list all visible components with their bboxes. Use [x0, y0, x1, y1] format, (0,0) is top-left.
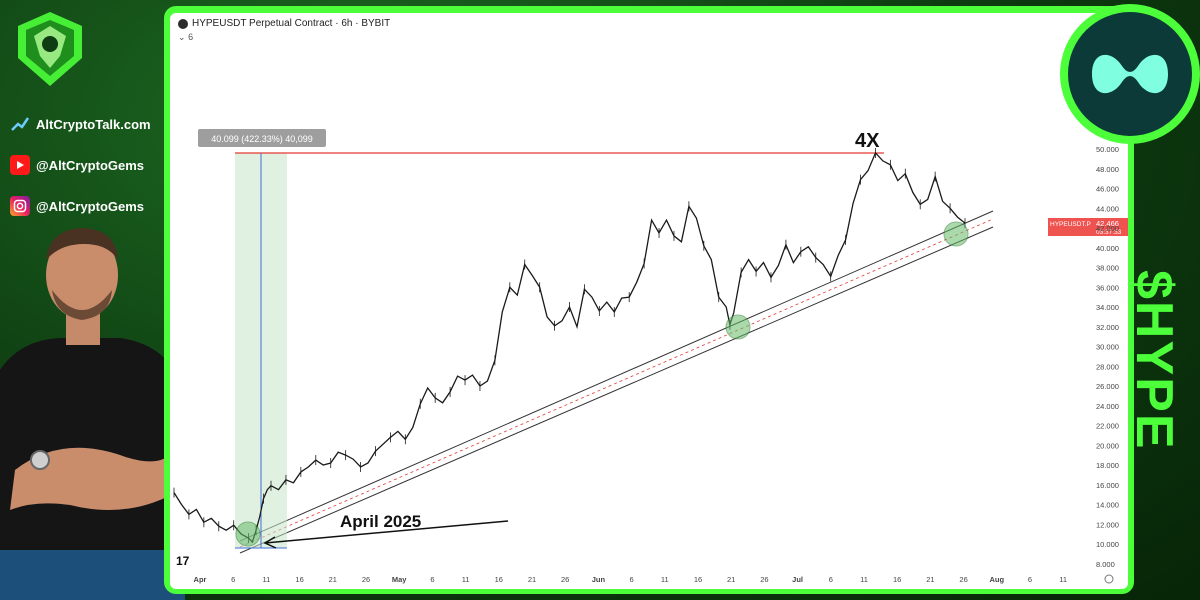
youtube-handle: @AltCryptoGems — [36, 157, 145, 173]
x-tick-label: 6 — [430, 575, 434, 584]
y-tick-label: 18.000 — [1096, 461, 1119, 470]
chart-header: HYPEUSDT Perpetual Contract · 6h · BYBIT — [178, 18, 390, 29]
annotation-april: April 2025 — [340, 512, 421, 531]
x-tick-label: 16 — [893, 575, 901, 584]
price-tag-countdown: 03:37:33 — [1096, 229, 1122, 236]
y-tick-label: 8.000 — [1096, 560, 1115, 569]
y-tick-label: 34.000 — [1096, 303, 1119, 312]
x-tick-label: 21 — [727, 575, 735, 584]
x-tick-label: 6 — [231, 575, 235, 584]
y-tick-label: 40.000 — [1096, 244, 1119, 253]
x-tick-label: 21 — [329, 575, 337, 584]
price-tag-value: 42.466 — [1096, 219, 1119, 228]
x-tick-label: 6 — [630, 575, 634, 584]
x-tick-label: 6 — [1028, 575, 1032, 584]
x-tick-label: 26 — [561, 575, 569, 584]
measure-label-box — [198, 129, 326, 147]
chart-panel[interactable]: HYPEUSDT Perpetual Contract · 6h · BYBIT… — [170, 13, 1128, 589]
instagram-link[interactable]: @AltCryptoGems — [10, 196, 144, 216]
touch-point-circle — [725, 314, 751, 340]
channel-lower-line — [239, 226, 994, 554]
chevron-down-icon: ⌄ — [178, 32, 186, 42]
x-tick-label: 26 — [959, 575, 967, 584]
presenter-photo — [0, 228, 185, 600]
x-tick-label: 16 — [295, 575, 303, 584]
x-tick-label: 11 — [263, 575, 271, 584]
x-tick-label: May — [392, 575, 407, 584]
y-tick-label: 46.000 — [1096, 185, 1119, 194]
x-tick-label: Jul — [792, 575, 803, 584]
instagram-icon — [10, 196, 30, 216]
x-tick-label: 6 — [829, 575, 833, 584]
youtube-icon — [10, 155, 30, 175]
touch-point-circle — [235, 521, 261, 547]
y-tick-label: 10.000 — [1096, 540, 1119, 549]
measure-label: 40.099 (422.33%) 40,099 — [211, 134, 313, 144]
y-tick-label: 20.000 — [1096, 441, 1119, 450]
x-tick-label: 21 — [926, 575, 934, 584]
x-tick-label: 21 — [528, 575, 536, 584]
y-tick-label: 12.000 — [1096, 520, 1119, 529]
y-tick-label: 50.000 — [1096, 145, 1119, 154]
annotation-4x: 4X — [855, 130, 880, 152]
gem-logo-icon — [18, 12, 82, 86]
exchange-logo-icon — [178, 18, 188, 29]
y-tick-label: 38.000 — [1096, 264, 1119, 273]
settings-icon[interactable] — [1104, 574, 1114, 584]
x-tick-label: 26 — [362, 575, 370, 584]
y-tick-label: 16.000 — [1096, 481, 1119, 490]
touch-point-circle — [943, 221, 969, 247]
price-tag-box — [1048, 218, 1128, 236]
channel-mid-line — [239, 218, 994, 548]
hype-logo-badge — [1060, 4, 1200, 144]
x-tick-label: 16 — [694, 575, 702, 584]
x-tick-label: Apr — [194, 575, 207, 584]
y-tick-label: 14.000 — [1096, 501, 1119, 510]
youtube-link[interactable]: @AltCryptoGems — [10, 155, 144, 175]
x-tick-label: 11 — [860, 575, 868, 584]
y-tick-label: 36.000 — [1096, 283, 1119, 292]
indicator-toggle[interactable]: ⌄ 6 — [178, 32, 193, 43]
x-tick-label: Aug — [990, 575, 1005, 584]
x-tick-label: 11 — [1059, 575, 1067, 584]
x-tick-label: 16 — [495, 575, 503, 584]
tradingview-logo-icon: 17 — [176, 554, 190, 568]
instagram-handle: @AltCryptoGems — [36, 198, 145, 214]
y-tick-label: 26.000 — [1096, 382, 1119, 391]
indicator-count: 6 — [188, 32, 194, 42]
x-tick-label: Jun — [592, 575, 606, 584]
y-tick-label: 24.000 — [1096, 402, 1119, 411]
y-tick-label: 42.000 — [1096, 224, 1119, 233]
website-link[interactable]: AltCryptoTalk.com — [10, 114, 151, 134]
y-tick-label: 22.000 — [1096, 422, 1119, 431]
website-label: AltCryptoTalk.com — [36, 116, 151, 132]
price-series-line — [173, 151, 966, 544]
april-arrow-line — [264, 520, 509, 544]
x-tick-label: 11 — [661, 575, 669, 584]
price-tag-symbol: HYPEUSDT.P — [1050, 221, 1091, 228]
x-tick-label: 11 — [462, 575, 470, 584]
chart-up-icon — [10, 114, 30, 134]
chart-title: HYPEUSDT Perpetual Contract · 6h · BYBIT — [192, 18, 391, 29]
hype-logo-icon — [1092, 54, 1168, 94]
y-tick-label: 28.000 — [1096, 362, 1119, 371]
y-tick-label: 30.000 — [1096, 343, 1119, 352]
y-tick-label: 32.000 — [1096, 323, 1119, 332]
ticker-side-text: $HYPE — [1125, 270, 1183, 451]
x-tick-label: 26 — [760, 575, 768, 584]
y-tick-label: 48.000 — [1096, 165, 1119, 174]
april-arrow-head — [263, 536, 277, 549]
y-tick-label: 44.000 — [1096, 204, 1119, 213]
channel-upper-line — [239, 210, 994, 542]
